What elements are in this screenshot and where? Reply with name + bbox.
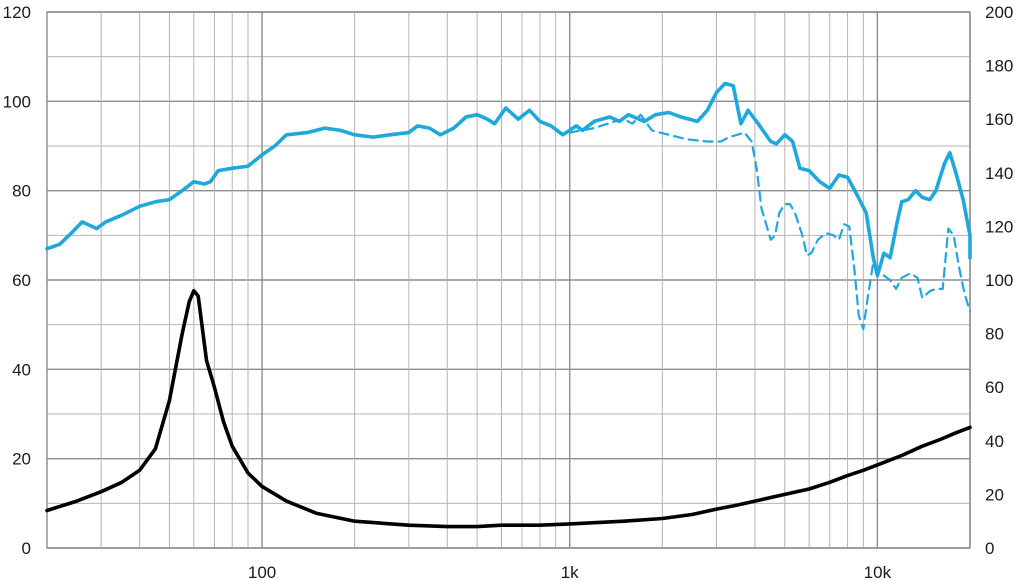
y-right-tick-label: 60 (985, 378, 1004, 397)
plot-frame (46, 11, 971, 549)
y-left-tick-label: 0 (22, 539, 31, 558)
series-line-1-dashed (568, 113, 972, 331)
y-left-tick-label: 60 (12, 271, 31, 290)
y-right-tick-label: 200 (985, 3, 1013, 22)
y-right-tick-label: 100 (985, 271, 1013, 290)
y-left-tick-label: 20 (12, 450, 31, 469)
y-right-tick-label: 0 (985, 539, 994, 558)
y-left-tick-label: 40 (12, 360, 31, 379)
y-right-tick-label: 140 (985, 164, 1013, 183)
y-axis-right-ticks: 0 20 40 60 80 100 120 140 160 180 200 (985, 3, 1013, 558)
grid (46, 11, 971, 549)
series-lines (45, 81, 972, 529)
y-right-tick-label: 120 (985, 217, 1013, 236)
x-tick-label: 10k (864, 563, 892, 581)
x-tick-label: 1k (561, 563, 579, 581)
y-right-tick-label: 180 (985, 57, 1013, 76)
y-right-tick-label: 80 (985, 325, 1004, 344)
y-left-tick-label: 80 (12, 182, 31, 201)
y-right-tick-label: 160 (985, 110, 1013, 129)
y-left-tick-label: 120 (3, 3, 31, 22)
series-line-0 (45, 81, 972, 278)
y-right-tick-label: 20 (985, 485, 1004, 504)
y-left-tick-label: 100 (3, 92, 31, 111)
series-line-2 (45, 288, 972, 529)
y-axis-left-ticks: 0 20 40 60 80 100 120 (3, 3, 31, 558)
y-right-tick-label: 40 (985, 432, 1004, 451)
x-tick-label: 100 (248, 563, 276, 581)
x-axis-ticks: 100 1k 10k (248, 563, 892, 581)
